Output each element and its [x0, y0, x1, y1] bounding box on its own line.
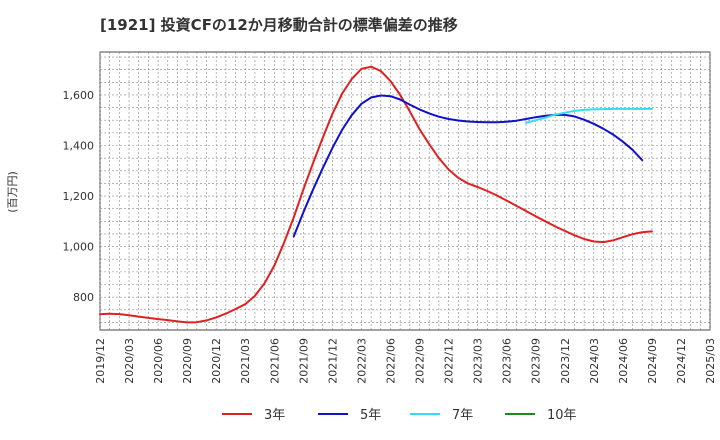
series-lines	[99, 65, 653, 324]
y-tick-label: 1,400	[63, 140, 95, 153]
y-axis-label: (百万円)	[6, 171, 19, 213]
series-line	[99, 65, 653, 324]
plot-area	[99, 51, 711, 331]
legend-label: 7年	[452, 408, 473, 423]
x-tick-label: 2021/09	[297, 338, 310, 384]
x-tick-label: 2021/06	[268, 338, 281, 384]
x-tick-label: 2023/03	[472, 338, 485, 384]
legend-label: 3年	[264, 408, 285, 423]
y-tick-label: 1,600	[63, 89, 95, 102]
legend: 3年 5年 7年 10年	[222, 408, 577, 423]
grid	[99, 52, 711, 330]
x-tick-label: 2023/12	[559, 338, 572, 384]
x-tick-label: 2019/12	[94, 338, 107, 384]
x-tick-label: 2021/12	[326, 338, 339, 384]
x-tick-label: 2025/03	[704, 338, 717, 384]
y-axis: 800 1,000 1,200 1,400 1,600	[63, 89, 95, 304]
series-line	[525, 107, 653, 124]
x-tick-label: 2023/09	[530, 338, 543, 384]
series-line	[292, 94, 644, 238]
x-tick-label: 2020/03	[123, 338, 136, 384]
x-tick-label: 2022/03	[355, 338, 368, 384]
x-tick-label: 2020/09	[181, 338, 194, 384]
x-tick-label: 2022/12	[443, 338, 456, 384]
y-tick-label: 1,000	[63, 241, 95, 254]
x-tick-label: 2023/06	[501, 338, 514, 384]
legend-label: 5年	[360, 408, 381, 423]
x-tick-label: 2024/09	[646, 338, 659, 384]
x-tick-label: 2020/06	[152, 338, 165, 384]
y-tick-label: 1,200	[63, 190, 95, 203]
x-axis: 2019/12 2020/03 2020/06 2020/09 2020/12 2021/…	[94, 338, 717, 384]
legend-label: 10年	[547, 408, 577, 423]
x-tick-label: 2024/03	[588, 338, 601, 384]
y-tick-label: 800	[73, 291, 94, 304]
x-tick-label: 2022/09	[414, 338, 427, 384]
x-tick-label: 2024/12	[675, 338, 688, 384]
chart-title: [1921] 投資CFの12か月移動合計の標準偏差の推移	[100, 16, 458, 34]
x-tick-label: 2021/03	[239, 338, 252, 384]
x-tick-label: 2020/12	[210, 338, 223, 384]
x-tick-label: 2022/06	[384, 338, 397, 384]
x-tick-label: 2024/06	[617, 338, 630, 384]
